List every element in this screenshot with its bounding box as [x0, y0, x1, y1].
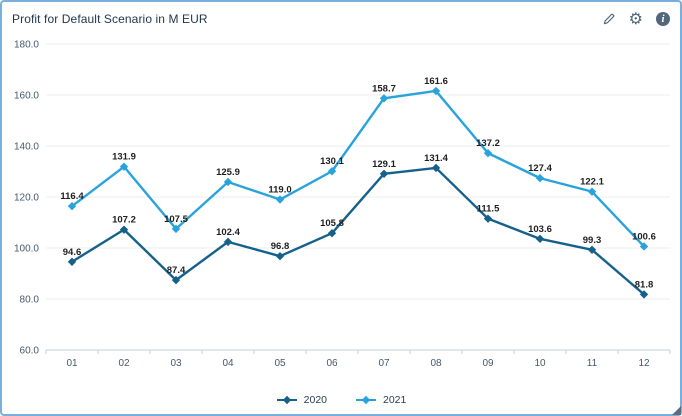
legend-item-2021[interactable]: 2021 [355, 394, 406, 406]
data-point-marker[interactable] [171, 275, 181, 285]
data-point-marker[interactable] [379, 94, 389, 103]
x-axis-category-label: 03 [170, 358, 182, 369]
data-point-marker[interactable] [119, 225, 129, 234]
x-axis-category-label: 05 [274, 358, 286, 369]
data-point-label: 116.4 [60, 191, 84, 202]
data-point-marker[interactable] [67, 257, 77, 266]
data-point-label: 130.1 [320, 156, 344, 167]
data-point-marker[interactable] [119, 162, 129, 171]
x-axis-category-label: 04 [222, 358, 234, 369]
data-point-label: 125.9 [216, 167, 240, 178]
y-axis-tick-label: 100.0 [14, 244, 39, 255]
widget-title: Profit for Default Scenario in M EUR [12, 12, 208, 26]
y-axis-tick-label: 160.0 [14, 91, 39, 102]
data-point-marker[interactable] [639, 290, 649, 299]
legend-marker-icon [356, 395, 376, 405]
data-point-marker[interactable] [379, 169, 389, 178]
x-axis-category-label: 08 [430, 358, 442, 369]
data-point-marker[interactable] [587, 187, 597, 196]
data-point-label: 129.1 [372, 159, 396, 170]
chart-plot[interactable]: 180.0 160.0 140.0 120.0 100.0 80.0 60.0 01 02 03 0… [2, 32, 680, 378]
legend-marker-icon [276, 395, 297, 405]
series-line-2020[interactable] [71, 166, 645, 296]
data-point-marker[interactable] [275, 195, 285, 204]
data-point-marker[interactable] [483, 214, 493, 223]
info-icon[interactable]: i [656, 12, 670, 26]
series-line-2021[interactable] [71, 89, 645, 248]
data-point-label: 127.4 [528, 163, 552, 174]
data-point-label: 81.8 [635, 279, 654, 290]
x-axis-category-label: 12 [638, 358, 650, 369]
legend-label: 2020 [303, 394, 327, 406]
data-point-label: 119.0 [268, 185, 291, 196]
data-point-marker[interactable] [223, 177, 233, 187]
data-point-label: 131.9 [112, 152, 136, 163]
data-point-marker[interactable] [483, 148, 493, 158]
data-point-label: 99.3 [583, 235, 602, 246]
data-point-label: 122.1 [580, 177, 604, 188]
edit-icon[interactable] [602, 12, 616, 26]
data-point-marker[interactable] [431, 86, 441, 96]
data-point-label: 137.2 [476, 138, 500, 149]
data-point-label: 158.7 [372, 83, 396, 94]
data-point-marker[interactable] [171, 224, 181, 234]
data-point-marker[interactable] [275, 251, 285, 261]
legend-item-2020[interactable]: 2020 [276, 394, 327, 406]
x-axis-category-label: 06 [326, 358, 338, 369]
y-axis-tick-label: 120.0 [14, 193, 39, 204]
data-point-marker[interactable] [67, 201, 77, 211]
x-axis-category-label: 01 [66, 358, 78, 369]
data-point-label: 103.6 [528, 224, 552, 235]
data-point-label: 94.6 [63, 247, 82, 258]
data-point-marker[interactable] [535, 173, 545, 183]
data-point-marker[interactable] [431, 163, 441, 173]
x-axis-category-label: 10 [534, 358, 546, 369]
data-point-label: 161.6 [424, 76, 448, 87]
widget-toolbar: ⚙︎ i [602, 9, 670, 28]
y-axis-tick-label: 180.0 [14, 40, 39, 51]
data-point-label: 107.2 [112, 215, 136, 226]
data-point-label: 100.6 [632, 231, 656, 242]
data-point-marker[interactable] [639, 242, 649, 251]
y-axis-tick-label: 140.0 [14, 142, 39, 153]
resize-handle[interactable] [672, 406, 681, 415]
x-axis-category-label: 07 [378, 358, 390, 369]
y-axis-tick-label: 60.0 [20, 346, 40, 357]
data-point-marker[interactable] [587, 245, 597, 254]
x-axis-category-label: 02 [118, 358, 130, 369]
data-point-label: 102.4 [216, 227, 240, 238]
data-point-label: 87.4 [167, 265, 186, 276]
data-point-marker[interactable] [223, 237, 233, 247]
data-point-marker[interactable] [535, 234, 545, 244]
legend-label: 2021 [383, 394, 407, 406]
data-point-label: 131.4 [424, 153, 448, 164]
widget-header: Profit for Default Scenario in M EUR ⚙︎ … [2, 2, 680, 30]
y-axis-tick-label: 80.0 [20, 295, 40, 306]
data-point-marker[interactable] [327, 229, 337, 238]
x-axis-category-label: 11 [587, 358, 598, 369]
data-point-label: 111.5 [477, 204, 500, 215]
chart-legend: 2020 2021 [2, 394, 680, 406]
data-point-marker[interactable] [327, 167, 337, 176]
data-point-label: 107.5 [164, 214, 188, 225]
data-point-label: 105.8 [320, 218, 344, 229]
settings-gear-icon[interactable]: ⚙︎ [628, 9, 643, 28]
x-axis-category-label: 09 [482, 358, 494, 369]
data-point-label: 96.8 [271, 241, 290, 252]
